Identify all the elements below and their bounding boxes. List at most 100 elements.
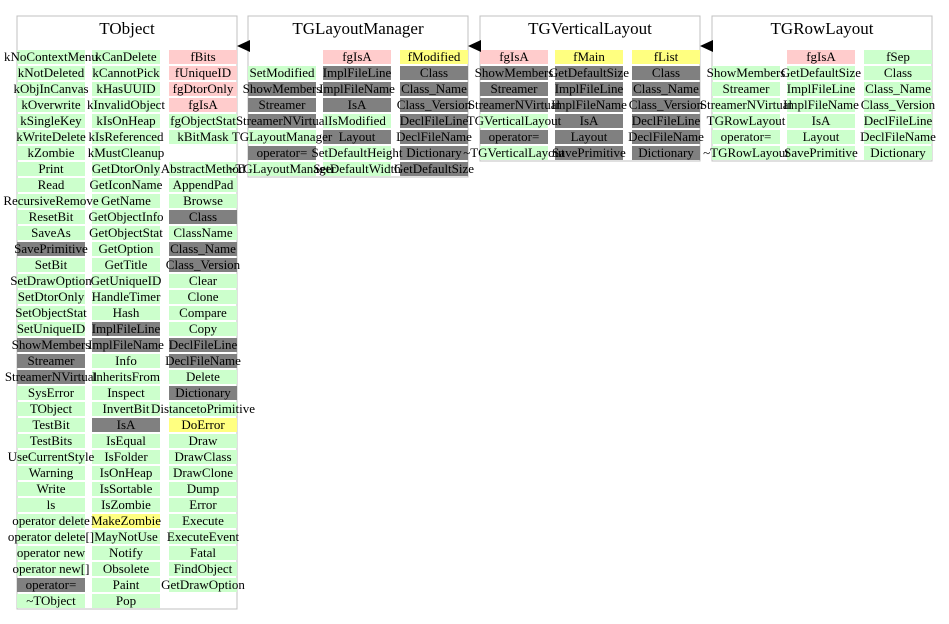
member-cell xyxy=(323,114,391,128)
member-cell xyxy=(92,514,160,528)
member-name: ImplFileLine xyxy=(787,81,856,96)
member-cell xyxy=(17,306,85,320)
member-name: ShowMembers xyxy=(12,337,91,352)
member-cell xyxy=(555,146,623,160)
member-name: SaveAs xyxy=(31,225,71,240)
member-name: kOverwrite xyxy=(21,97,80,112)
member-cell xyxy=(92,530,160,544)
member-cell xyxy=(17,290,85,304)
member-cell xyxy=(555,66,623,80)
member-cell xyxy=(632,98,700,112)
member-name: InvertBit xyxy=(103,401,150,416)
member-cell xyxy=(169,546,237,560)
member-cell xyxy=(787,98,855,112)
member-cell xyxy=(712,146,780,160)
member-name: TGLayoutManager xyxy=(232,129,333,144)
class-title: TObject xyxy=(99,19,155,38)
class-box: TGRowLayout ShowMembersStreamerStreamerNV… xyxy=(700,15,936,162)
member-cell xyxy=(92,450,160,464)
member-cell xyxy=(17,370,85,384)
member-cell xyxy=(17,114,85,128)
member-cell xyxy=(400,50,468,64)
member-name: Class_Version xyxy=(166,257,241,272)
member-cell xyxy=(92,210,160,224)
member-cell xyxy=(92,66,160,80)
member-cell xyxy=(92,562,160,576)
member-cell xyxy=(17,466,85,480)
member-cell xyxy=(632,82,700,96)
member-cell xyxy=(17,162,85,176)
member-name: GetDefaultSize xyxy=(781,65,861,80)
member-cell xyxy=(92,322,160,336)
member-name: FindObject xyxy=(174,561,233,576)
member-name: Print xyxy=(38,161,64,176)
member-cell xyxy=(169,578,237,592)
member-name: kHasUUID xyxy=(96,81,155,96)
member-name: GetUniqueID xyxy=(91,273,162,288)
member-cell xyxy=(92,194,160,208)
member-cell xyxy=(17,578,85,592)
member-cell xyxy=(17,450,85,464)
member-cell xyxy=(92,130,160,144)
member-cell xyxy=(169,418,237,432)
member-name: ~TGLayoutManager xyxy=(228,161,336,176)
member-name: fgIsA xyxy=(499,49,529,64)
member-name: Execute xyxy=(182,513,224,528)
member-cell xyxy=(480,50,548,64)
member-cell xyxy=(632,130,700,144)
member-cell xyxy=(92,50,160,64)
member-name: IsOnHeap xyxy=(100,465,153,480)
member-cell xyxy=(92,290,160,304)
member-cell xyxy=(92,418,160,432)
inheritance-arrow xyxy=(700,40,713,52)
member-name: Compare xyxy=(179,305,227,320)
member-cell xyxy=(169,290,237,304)
member-cell xyxy=(169,434,237,448)
member-cell xyxy=(323,98,391,112)
member-name: Draw xyxy=(189,433,218,448)
member-name: SetBit xyxy=(35,257,68,272)
member-name: Clone xyxy=(187,289,218,304)
member-name: ~TObject xyxy=(26,593,76,608)
member-cell xyxy=(248,82,316,96)
member-cell xyxy=(17,210,85,224)
member-cell xyxy=(248,66,316,80)
member-name: GetDtorOnly xyxy=(92,161,161,176)
member-cell xyxy=(92,162,160,176)
member-name: ShowMembers xyxy=(475,65,554,80)
member-cell xyxy=(17,82,85,96)
member-name: GetName xyxy=(101,193,151,208)
member-name: Hash xyxy=(113,305,140,320)
member-name: fList xyxy=(654,49,679,64)
member-name: Write xyxy=(36,481,65,496)
member-name: StreamerNVirtual xyxy=(700,97,793,112)
member-name: Class_Version xyxy=(629,97,704,112)
member-name: RecursiveRemove xyxy=(3,193,99,208)
member-cell xyxy=(92,578,160,592)
member-name: Class_Version xyxy=(861,97,936,112)
member-cell xyxy=(92,146,160,160)
member-name: kIsReferenced xyxy=(88,129,164,144)
member-name: kIsOnHeap xyxy=(96,113,155,128)
member-cell xyxy=(92,546,160,560)
member-name: Info xyxy=(115,353,137,368)
member-name: DrawClone xyxy=(173,465,233,480)
member-cell xyxy=(17,498,85,512)
member-name: Dictionary xyxy=(175,385,231,400)
member-cell xyxy=(323,82,391,96)
member-name: TestBits xyxy=(30,433,72,448)
member-name: DeclFileLine xyxy=(400,113,469,128)
member-cell xyxy=(712,82,780,96)
member-cell xyxy=(787,114,855,128)
member-cell xyxy=(17,66,85,80)
member-cell xyxy=(632,146,700,160)
member-cell xyxy=(169,530,237,544)
member-name: GetOption xyxy=(99,241,154,256)
member-cell xyxy=(555,82,623,96)
member-cell xyxy=(323,50,391,64)
member-cell xyxy=(864,66,932,80)
member-cell xyxy=(92,498,160,512)
member-name: operator delete xyxy=(12,513,90,528)
member-cell xyxy=(92,338,160,352)
